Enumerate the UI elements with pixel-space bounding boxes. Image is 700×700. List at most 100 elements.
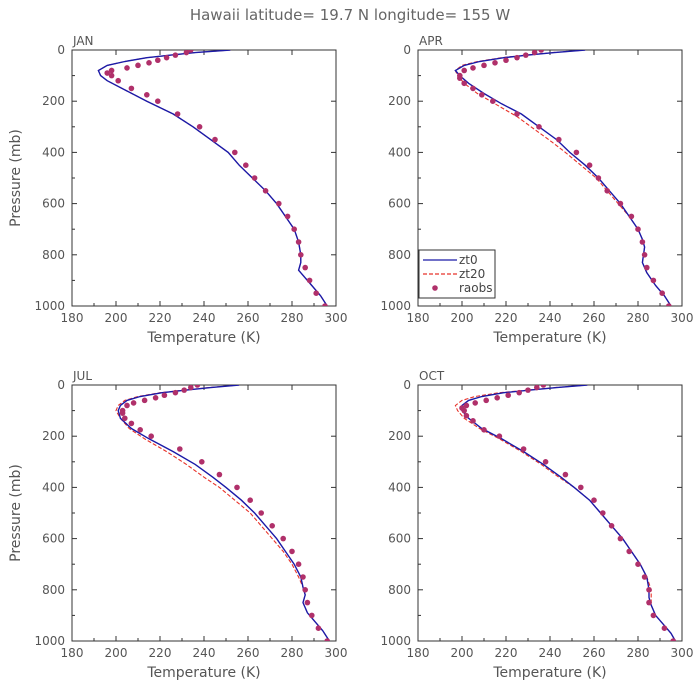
x-tick-label: 220 — [495, 646, 518, 660]
x-tick-label: 280 — [281, 646, 304, 660]
raobs-point — [174, 111, 181, 117]
panel-label: JAN — [72, 34, 94, 48]
zt0-line — [461, 385, 677, 641]
raobs-point — [181, 387, 187, 393]
raobs-point — [666, 303, 672, 306]
raobs-point — [315, 625, 322, 631]
plot-frame — [417, 384, 683, 642]
raobs-point — [470, 65, 476, 71]
y-tick-label: 800 — [388, 248, 411, 262]
y-tick-label: 200 — [42, 429, 65, 443]
raobs-point — [659, 290, 665, 297]
raobs-point — [494, 395, 501, 401]
raobs-point — [586, 162, 593, 168]
raobs-point — [505, 392, 512, 399]
raobs-point — [128, 420, 135, 427]
raobs-point — [183, 50, 190, 56]
raobs-point — [135, 62, 141, 69]
raobs-point — [144, 92, 150, 98]
y-tick-label: 600 — [42, 532, 65, 546]
y-tick-label: 1000 — [34, 634, 65, 648]
raobs-point — [463, 402, 470, 409]
raobs-point — [232, 149, 238, 156]
raobs-point — [243, 162, 249, 168]
y-tick-label: 400 — [388, 480, 411, 494]
raobs-point — [300, 574, 306, 580]
raobs-point — [481, 427, 487, 433]
y-tick-label: 200 — [388, 94, 411, 108]
raobs-point — [573, 149, 580, 156]
y-tick-label: 0 — [403, 43, 411, 57]
y-tick-label: 200 — [388, 429, 411, 443]
raobs-point — [172, 52, 179, 58]
raobs-point — [641, 574, 648, 580]
figure-title: Hawaii latitude= 19.7 N longitude= 155 W — [190, 6, 510, 24]
raobs-point — [276, 200, 282, 207]
raobs-point — [635, 226, 641, 232]
legend-label-raobs: raobs — [459, 281, 493, 295]
raobs-point — [148, 433, 154, 440]
zt20-line — [115, 385, 330, 641]
raobs-point — [119, 410, 126, 416]
panel-label: APR — [419, 34, 443, 48]
raobs-point — [600, 510, 606, 516]
raobs-point — [591, 497, 597, 504]
raobs-point — [284, 213, 291, 220]
raobs-point — [124, 402, 130, 409]
raobs-point — [199, 459, 205, 465]
x-axis-label: Temperature (K) — [146, 330, 260, 346]
raobs-point — [646, 599, 652, 606]
raobs-point — [108, 67, 115, 74]
y-axis-label: Pressure (mb) — [8, 464, 24, 562]
raobs-point — [463, 412, 470, 419]
raobs-point — [177, 446, 183, 452]
y-tick-label: 400 — [388, 145, 411, 159]
raobs-point — [313, 290, 320, 297]
x-tick-label: 300 — [325, 311, 348, 325]
raobs-point — [534, 385, 540, 391]
raobs-point — [152, 395, 159, 401]
y-tick-label: 0 — [57, 43, 65, 57]
y-axis-label: Pressure (mb) — [8, 129, 24, 227]
x-tick-label: 300 — [325, 646, 348, 660]
raobs-point — [306, 277, 313, 284]
raobs-point — [626, 548, 632, 555]
legend-swatch-raobs — [432, 285, 438, 291]
raobs-point — [212, 136, 218, 143]
raobs-point — [216, 471, 223, 478]
raobs-point — [302, 587, 309, 593]
raobs-point — [461, 80, 468, 87]
raobs-point — [514, 54, 520, 61]
legend-label-zt0: zt0 — [459, 253, 478, 267]
raobs-point — [481, 62, 487, 69]
raobs-point — [269, 523, 276, 529]
x-tick-label: 180 — [407, 311, 430, 325]
raobs-point — [108, 72, 115, 79]
raobs-point — [234, 484, 240, 491]
raobs-point — [503, 57, 509, 64]
raobs-point — [556, 136, 562, 143]
raobs-point — [644, 264, 650, 271]
raobs-point — [479, 92, 485, 98]
raobs-point — [650, 277, 657, 284]
raobs-point — [472, 400, 479, 406]
plot-frame — [71, 384, 337, 642]
x-tick-label: 280 — [627, 311, 650, 325]
x-tick-label: 220 — [495, 311, 518, 325]
raobs-point — [470, 85, 476, 92]
zt0-line — [97, 50, 328, 306]
raobs-point — [531, 50, 538, 56]
y-tick-label: 1000 — [34, 299, 65, 313]
raobs-point — [635, 561, 641, 567]
zt0-line — [117, 385, 330, 641]
raobs-point — [295, 561, 302, 567]
raobs-point — [650, 612, 657, 619]
y-tick-label: 1000 — [380, 299, 411, 313]
panel-label: OCT — [419, 369, 445, 383]
y-tick-label: 600 — [388, 197, 411, 211]
raobs-point — [542, 459, 549, 465]
raobs-point — [188, 385, 194, 391]
y-tick-label: 0 — [57, 378, 65, 392]
